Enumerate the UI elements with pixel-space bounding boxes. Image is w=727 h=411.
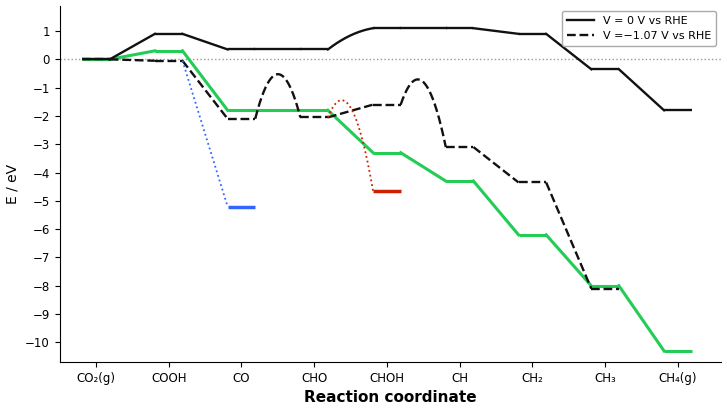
- Y-axis label: E / eV: E / eV: [6, 164, 20, 204]
- Legend: V = 0 V vs RHE, V =−1.07 V vs RHE: V = 0 V vs RHE, V =−1.07 V vs RHE: [562, 11, 716, 46]
- X-axis label: Reaction coordinate: Reaction coordinate: [304, 390, 477, 405]
